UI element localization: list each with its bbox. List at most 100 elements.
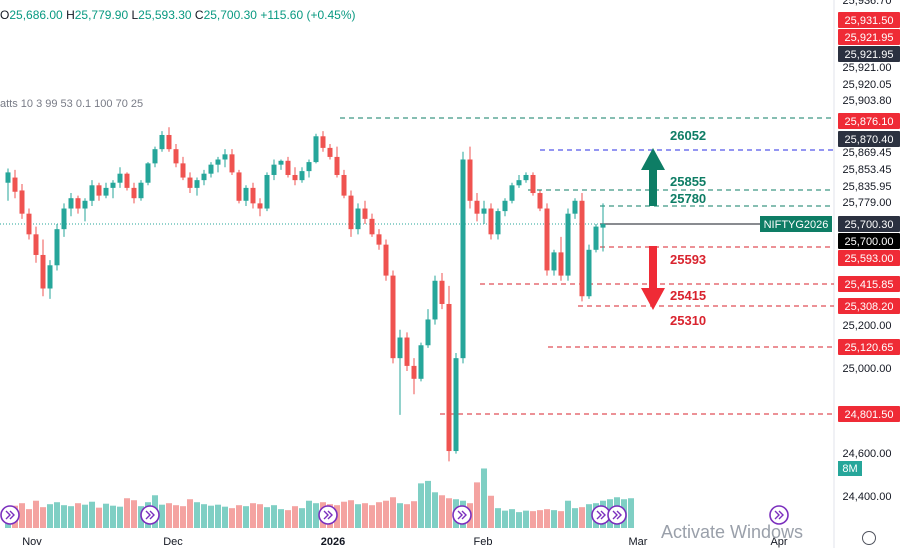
volume-bar	[278, 509, 284, 528]
volume-label: 8M	[838, 461, 862, 476]
symbol-tag-box	[760, 216, 832, 232]
event-marker-glyph	[774, 510, 784, 520]
candle	[61, 203, 67, 237]
candle-body	[82, 200, 88, 209]
level-label: 25855	[670, 174, 706, 189]
x-tick-label: Nov	[22, 536, 42, 548]
volume-bar	[537, 510, 543, 528]
volume-bar	[82, 504, 88, 528]
candle	[12, 169, 18, 199]
candle-body	[201, 173, 207, 181]
y-tick-label: 25,921.00	[843, 62, 892, 74]
candle-body	[600, 223, 606, 228]
price-label: 24,801.50	[838, 406, 900, 422]
candle-body	[425, 319, 431, 346]
candle	[103, 182, 109, 199]
level-label: 25780	[670, 191, 706, 206]
change-value: +115.60 (+0.45%)	[260, 8, 356, 22]
price-label-box	[838, 29, 900, 45]
volume-bar	[285, 510, 291, 528]
price-label-text: 25,921.95	[845, 49, 894, 61]
candle-body	[593, 226, 599, 250]
candle	[215, 156, 221, 173]
y-tick-label: 25,903.80	[843, 95, 892, 107]
candle-body	[54, 229, 60, 266]
price-label-box	[838, 406, 900, 422]
volume-bar	[229, 508, 235, 528]
candle	[201, 169, 207, 186]
price-axis-bg	[834, 0, 901, 548]
settings-icon[interactable]	[862, 531, 876, 545]
candle	[488, 203, 494, 240]
candle-body	[565, 213, 571, 276]
candle-body	[341, 174, 347, 196]
candle-body	[166, 134, 172, 150]
volume-bar	[495, 508, 501, 528]
candle	[138, 180, 144, 201]
candle-body	[250, 187, 256, 204]
candle-body	[285, 160, 291, 175]
candle	[5, 168, 11, 201]
candle	[292, 167, 298, 186]
volume-bar	[355, 504, 361, 528]
symbol-tag-text: NIFTYG2026	[764, 219, 829, 231]
candle-body	[530, 174, 536, 194]
candle-body	[390, 275, 396, 359]
candle	[523, 172, 529, 183]
candle	[600, 203, 606, 252]
price-label: 25,921.95	[838, 46, 900, 62]
volume-bar	[432, 492, 438, 528]
volume-bar	[558, 511, 564, 528]
volume-bar	[117, 506, 123, 528]
candle-body	[299, 171, 305, 181]
candle-body	[313, 136, 319, 163]
y-tick-label: 25,779.00	[843, 197, 892, 209]
candle	[369, 213, 375, 237]
candle-body	[362, 208, 368, 219]
volume-bar	[215, 504, 221, 528]
candle-body	[488, 208, 494, 235]
candle	[75, 195, 81, 214]
candle-body	[383, 244, 389, 276]
event-marker-glyph	[457, 510, 467, 520]
volume-bar	[502, 510, 508, 528]
price-label: 25,308.20	[838, 298, 900, 314]
volume-bar	[390, 497, 396, 528]
candle-body	[33, 234, 39, 255]
indicator-legend[interactable]: atts 10 3 99 53 0.1 100 70 25	[0, 98, 143, 110]
candle	[572, 198, 578, 219]
candle-body	[558, 252, 564, 276]
volume-bar	[26, 509, 32, 528]
indicator-params: atts 10 3 99 53 0.1 100 70 25	[0, 98, 144, 110]
candle	[26, 208, 32, 240]
candle	[264, 172, 270, 212]
candle	[495, 208, 501, 240]
volume-bar	[481, 468, 487, 528]
candle-body	[152, 149, 158, 164]
candle-body	[586, 249, 592, 297]
price-label: 25,415.85	[838, 276, 900, 292]
event-marker-icon	[140, 505, 160, 525]
candle	[537, 190, 543, 212]
volume-bar	[124, 498, 130, 528]
volume-bar	[488, 495, 494, 528]
event-marker-glyph	[5, 510, 15, 520]
candle	[579, 193, 585, 302]
level-label: 25310	[670, 313, 706, 328]
candle	[586, 244, 592, 299]
candle	[446, 285, 452, 462]
candle-body	[271, 164, 277, 175]
volume-bar	[397, 503, 403, 528]
candle-body	[96, 185, 102, 196]
y-tick-label: 25,000.00	[843, 363, 892, 375]
price-label-text: 25,870.40	[845, 134, 894, 146]
event-marker-icon	[769, 505, 789, 525]
volume-bar	[250, 503, 256, 528]
event-marker-icon	[0, 505, 20, 525]
candle	[341, 169, 347, 199]
candle-body	[180, 163, 186, 178]
candle	[509, 182, 515, 204]
candle-body	[131, 187, 137, 199]
candle	[320, 131, 326, 152]
